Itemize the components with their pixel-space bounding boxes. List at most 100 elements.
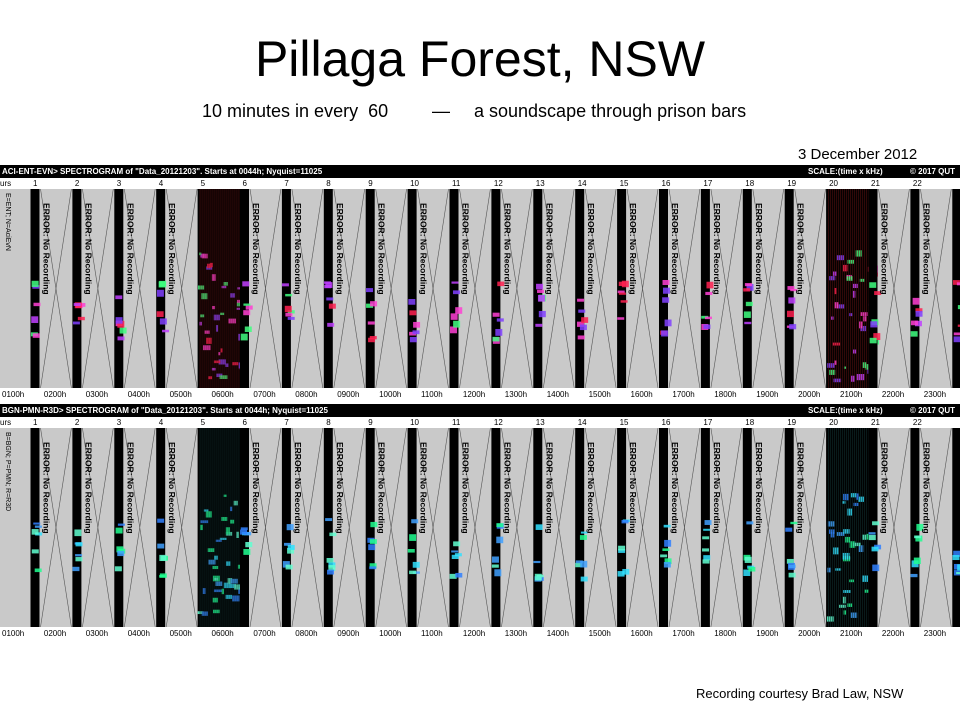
hour-tick-label: 13 xyxy=(535,418,545,427)
recording-column xyxy=(449,428,463,627)
recording-column xyxy=(365,189,378,388)
recording-column xyxy=(281,428,295,627)
time-tick-label: 1000h xyxy=(379,629,402,638)
recording-column xyxy=(868,428,882,627)
missing-recording-gap: ERROR: No Recording xyxy=(543,428,575,627)
time-tick-label: 2300h xyxy=(923,390,947,399)
missing-recording-gap: ERROR: No Recording xyxy=(543,189,575,388)
time-tick-label: 1700h xyxy=(672,390,695,399)
missing-recording-gap: ERROR: No Recording xyxy=(752,428,784,627)
error-no-recording-label: ERROR: No Recording xyxy=(670,442,680,534)
time-tick-label: 2000h xyxy=(798,629,821,638)
recording-column xyxy=(407,428,420,627)
recording-column xyxy=(491,189,505,388)
panel-header-scale: SCALE:(time x kHz) xyxy=(808,406,883,415)
hour-tick-label: 14 xyxy=(577,418,587,427)
time-tick-label: 0900h xyxy=(337,629,360,638)
side-index-label: E=ENT; N=AciEvN xyxy=(4,193,11,251)
error-no-recording-label: ERROR: No Recording xyxy=(586,442,596,534)
missing-recording-gap: ERROR: No Recording xyxy=(668,189,701,388)
error-no-recording-label: ERROR: No Recording xyxy=(544,203,554,295)
recording-column xyxy=(868,189,882,388)
panel-header-title: ACI-ENT-EVN> SPECTROGRAM of "Data_201212… xyxy=(2,167,323,176)
missing-recording-gap: ERROR: No Recording xyxy=(752,189,784,388)
hour-tick-label: 3 xyxy=(116,418,122,427)
time-tick-label: 2100h xyxy=(840,390,863,399)
recording-column xyxy=(30,189,41,388)
recording-column xyxy=(114,428,126,627)
error-no-recording-label: ERROR: No Recording xyxy=(167,203,177,295)
recording-column xyxy=(910,189,923,388)
recording-column xyxy=(156,189,170,388)
missing-recording-gap: ERROR: No Recording xyxy=(459,428,491,627)
spectrogram-panel-2: BGN-PMN-R3D> SPECTROGRAM of "Data_201212… xyxy=(0,404,960,640)
hour-tick-label: 13 xyxy=(535,179,545,188)
panel-header-copyright: © 2017 QUT xyxy=(910,167,956,176)
recording-column xyxy=(742,189,754,388)
hour-tick-label: 21 xyxy=(871,418,880,427)
recording-column xyxy=(365,428,378,627)
error-no-recording-label: ERROR: No Recording xyxy=(42,203,52,295)
error-no-recording-label: ERROR: No Recording xyxy=(502,442,512,534)
error-no-recording-label: ERROR: No Recording xyxy=(628,442,638,534)
time-tick-label: 0300h xyxy=(85,629,109,638)
missing-recording-gap: ERROR: No Recording xyxy=(375,189,407,388)
spectrogram-strip: B=BGN; P=PMN; R=R3D ERROR: No Recording ER… xyxy=(0,428,960,627)
missing-recording-gap: ERROR: No Recording xyxy=(124,428,156,627)
time-tick-label: 1700h xyxy=(672,629,695,638)
time-tick-label: 1100h xyxy=(421,390,443,399)
recording-column xyxy=(617,189,629,388)
recording-column xyxy=(407,189,421,388)
error-no-recording-label: ERROR: No Recording xyxy=(712,442,722,534)
recording-column xyxy=(742,428,756,627)
time-tick-label: 1900h xyxy=(756,629,779,638)
time-tick-label: 1500h xyxy=(588,629,611,638)
time-tick-label: 0800h xyxy=(295,390,318,399)
hour-tick-label: 4 xyxy=(158,418,164,427)
missing-recording-gap: ERROR: No Recording xyxy=(920,189,952,388)
time-tick-label: 0800h xyxy=(295,629,318,638)
missing-recording-gap: ERROR: No Recording xyxy=(82,189,114,388)
error-no-recording-label: ERROR: No Recording xyxy=(377,442,387,534)
time-tick-label: 1900h xyxy=(756,390,779,399)
error-no-recording-label: ERROR: No Recording xyxy=(377,203,387,295)
subtitle-dash: — xyxy=(432,101,450,121)
time-tick-label: 0600h xyxy=(211,390,234,399)
hour-tick-label: 1 xyxy=(33,179,38,188)
time-tick-label: 0100h xyxy=(2,629,25,638)
recording-column xyxy=(114,189,127,388)
hour-tick-label: 6 xyxy=(242,179,247,188)
hour-tick-label: 18 xyxy=(745,179,755,188)
error-no-recording-label: ERROR: No Recording xyxy=(335,203,345,295)
hour-tick-label: 5 xyxy=(200,418,206,427)
subtitle-left: 10 minutes in every 60 xyxy=(202,101,389,121)
time-tick-label: 0500h xyxy=(169,629,192,638)
missing-recording-gap: ERROR: No Recording xyxy=(249,189,282,388)
bottom-time-axis: 0100h 0200h 0300h 0400h 0500h 0600h 0700h 0800h… xyxy=(0,388,960,401)
panel-header: ACI-ENT-EVN> SPECTROGRAM of "Data_201212… xyxy=(0,165,960,178)
panel-header: BGN-PMN-R3D> SPECTROGRAM of "Data_201212… xyxy=(0,404,960,417)
missing-recording-gap: ERROR: No Recording xyxy=(249,428,282,627)
recording-column xyxy=(784,428,798,627)
recording-column xyxy=(659,428,672,627)
hour-tick-label: 22 xyxy=(912,418,922,427)
time-tick-label: 2000h xyxy=(798,390,821,399)
recording-column xyxy=(491,428,504,627)
hour-tick-label: 12 xyxy=(493,418,503,427)
missing-recording-gap: ERROR: No Recording xyxy=(124,189,156,388)
recording-column xyxy=(659,189,672,388)
missing-recording-gap: ERROR: No Recording xyxy=(710,189,743,388)
hour-tick-label: 1 xyxy=(33,418,38,427)
recording-column xyxy=(30,428,43,627)
error-no-recording-label: ERROR: No Recording xyxy=(670,203,680,295)
missing-recording-gap: ERROR: No Recording xyxy=(920,428,952,627)
recording-column xyxy=(72,189,86,388)
missing-recording-gap: ERROR: No Recording xyxy=(501,189,533,388)
spectrogram-plot: E=ENT; N=AciEvN ERROR: No Recording ERROR:… xyxy=(0,189,960,388)
panel-header-scale: SCALE:(time x kHz) xyxy=(808,167,883,176)
hour-tick-label: 12 xyxy=(493,179,503,188)
date-label: 3 December 2012 xyxy=(798,146,918,163)
recording-column xyxy=(156,428,168,627)
error-no-recording-label: ERROR: No Recording xyxy=(754,203,764,295)
error-no-recording-label: ERROR: No Recording xyxy=(880,203,890,295)
